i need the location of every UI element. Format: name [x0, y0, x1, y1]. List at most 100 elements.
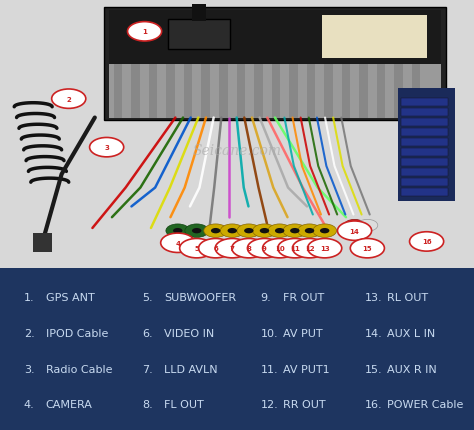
- Text: 4.: 4.: [24, 399, 35, 409]
- Bar: [401, 188, 448, 196]
- Text: 12: 12: [305, 246, 314, 252]
- Text: POWER Cable: POWER Cable: [387, 399, 463, 409]
- Text: AUX L IN: AUX L IN: [387, 328, 435, 338]
- Bar: [401, 158, 448, 166]
- Bar: [219, 64, 228, 118]
- Circle shape: [320, 228, 329, 234]
- Bar: [401, 129, 448, 137]
- Text: FR OUT: FR OUT: [283, 293, 324, 303]
- Circle shape: [90, 138, 124, 157]
- Text: RR OUT: RR OUT: [283, 399, 325, 409]
- Bar: [289, 64, 298, 118]
- Text: 15.: 15.: [365, 364, 383, 374]
- Text: Radio Cable: Radio Cable: [46, 364, 112, 374]
- Bar: [184, 64, 192, 118]
- Bar: [322, 16, 427, 59]
- Circle shape: [237, 224, 261, 238]
- Bar: [359, 64, 368, 118]
- Circle shape: [305, 228, 314, 234]
- Bar: [109, 64, 441, 118]
- Bar: [401, 168, 448, 176]
- Circle shape: [357, 220, 378, 232]
- Bar: [401, 178, 448, 186]
- Bar: [324, 64, 333, 118]
- Bar: [394, 64, 403, 118]
- Text: 8.: 8.: [142, 399, 153, 409]
- Text: 5: 5: [194, 246, 199, 252]
- Bar: [131, 64, 140, 118]
- Circle shape: [344, 220, 365, 232]
- Text: 14.: 14.: [365, 328, 383, 338]
- Circle shape: [410, 232, 444, 252]
- Text: 2: 2: [66, 96, 71, 102]
- Circle shape: [283, 224, 307, 238]
- Circle shape: [199, 239, 233, 258]
- Text: FL OUT: FL OUT: [164, 399, 204, 409]
- Text: 8: 8: [246, 246, 251, 252]
- Bar: [166, 64, 175, 118]
- Circle shape: [52, 90, 86, 109]
- Text: SUBWOOFER: SUBWOOFER: [164, 293, 236, 303]
- Circle shape: [292, 239, 327, 258]
- Text: 12.: 12.: [261, 399, 278, 409]
- Circle shape: [313, 224, 337, 238]
- Text: 4: 4: [175, 240, 180, 246]
- Text: 16.: 16.: [365, 399, 383, 409]
- Circle shape: [161, 233, 195, 253]
- Bar: [109, 11, 441, 64]
- Circle shape: [185, 224, 209, 238]
- Bar: [401, 119, 448, 126]
- Circle shape: [350, 239, 384, 258]
- Text: 6: 6: [213, 246, 218, 252]
- Text: 1: 1: [142, 29, 147, 35]
- Bar: [342, 64, 350, 118]
- Circle shape: [228, 228, 237, 234]
- Circle shape: [173, 228, 182, 234]
- Text: Seicane.com: Seicane.com: [192, 144, 282, 157]
- FancyBboxPatch shape: [168, 20, 230, 50]
- Text: LLD AVLN: LLD AVLN: [164, 364, 218, 374]
- Bar: [401, 148, 448, 157]
- Circle shape: [204, 224, 228, 238]
- Text: 9: 9: [262, 246, 267, 252]
- Text: 15: 15: [363, 246, 372, 252]
- Bar: [114, 64, 122, 118]
- Text: 1.: 1.: [24, 293, 34, 303]
- Bar: [237, 64, 245, 118]
- Circle shape: [308, 239, 342, 258]
- Circle shape: [128, 22, 162, 42]
- Text: 2.: 2.: [24, 328, 35, 338]
- Text: VIDEO IN: VIDEO IN: [164, 328, 214, 338]
- Bar: [149, 64, 157, 118]
- Circle shape: [244, 228, 254, 234]
- Bar: [401, 98, 448, 107]
- Text: 10.: 10.: [261, 328, 278, 338]
- Circle shape: [220, 224, 244, 238]
- FancyBboxPatch shape: [104, 8, 446, 121]
- Text: 11: 11: [290, 246, 300, 252]
- Text: AV PUT1: AV PUT1: [283, 364, 329, 374]
- Bar: [401, 108, 448, 117]
- Circle shape: [215, 239, 249, 258]
- Circle shape: [278, 239, 312, 258]
- Bar: [401, 138, 448, 147]
- Circle shape: [260, 228, 269, 234]
- Text: 11.: 11.: [261, 364, 278, 374]
- Circle shape: [192, 228, 201, 234]
- Circle shape: [232, 239, 266, 258]
- Text: 13.: 13.: [365, 293, 383, 303]
- Bar: [254, 64, 263, 118]
- Circle shape: [337, 221, 372, 241]
- Circle shape: [290, 228, 300, 234]
- Text: AV PUT: AV PUT: [283, 328, 322, 338]
- Circle shape: [166, 224, 190, 238]
- Circle shape: [298, 224, 321, 238]
- Text: 16: 16: [422, 239, 431, 245]
- Circle shape: [263, 239, 297, 258]
- Circle shape: [268, 224, 292, 238]
- Text: AUX R IN: AUX R IN: [387, 364, 437, 374]
- Text: 7: 7: [230, 246, 235, 252]
- Text: CAMERA: CAMERA: [46, 399, 92, 409]
- Bar: [377, 64, 385, 118]
- Text: 13: 13: [320, 246, 329, 252]
